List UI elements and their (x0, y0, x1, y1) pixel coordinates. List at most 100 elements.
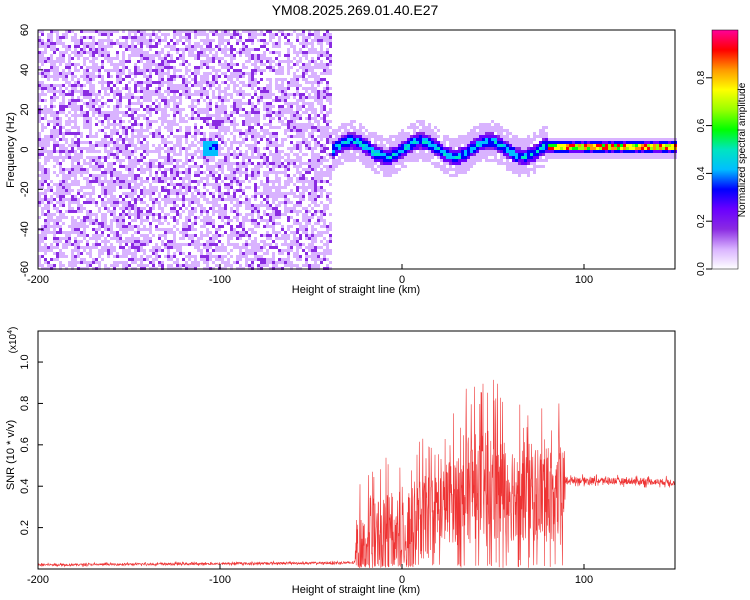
spectrogram-cell (218, 144, 221, 147)
spectrogram-cell (275, 96, 278, 99)
spectrogram-cell (308, 264, 311, 267)
spectrogram-cell (125, 231, 128, 234)
spectrogram-cell (188, 186, 191, 189)
spectrogram-cell (173, 252, 176, 255)
spectrogram-cell (122, 207, 125, 210)
spectrogram-cell (260, 72, 263, 75)
spectrogram-cell (197, 33, 200, 36)
spectrogram-cell (221, 162, 224, 165)
spectrogram-cell (203, 72, 206, 75)
spectrogram-cell (68, 93, 71, 96)
spectrogram-cell (44, 231, 47, 234)
spectrogram-cell (215, 186, 218, 189)
spectrogram-cell (317, 141, 320, 144)
spectrogram-cell (137, 249, 140, 252)
spectrogram-cell (113, 114, 116, 117)
spectrogram-cell (158, 30, 161, 33)
spectrogram-cell (254, 183, 257, 186)
spectrogram-cell (302, 132, 305, 135)
spectrogram-cell (302, 228, 305, 231)
spectrogram-cell (260, 99, 263, 102)
spectrogram-cell (173, 114, 176, 117)
spectrogram-cell (173, 36, 176, 39)
spectrogram-cell (164, 189, 167, 192)
spectrogram-cell (179, 243, 182, 246)
spectrogram-cell (185, 192, 188, 195)
spectrogram-cell (59, 162, 62, 165)
spectrogram-cell (212, 144, 215, 147)
spectrogram-cell (215, 144, 218, 147)
spectrogram-cell (128, 141, 131, 144)
spectrogram-cell (287, 51, 290, 54)
spectrogram-cell (239, 114, 242, 117)
spectrogram-cell (239, 255, 242, 258)
spectrogram-cell (134, 240, 137, 243)
spectrogram-cell (287, 93, 290, 96)
spectrogram-cell (182, 204, 185, 207)
spectrogram-cell (287, 135, 290, 138)
spectrogram-cell (272, 45, 275, 48)
spectrogram-cell (95, 144, 98, 147)
spectrogram-cell (149, 39, 152, 42)
spectrogram-cell (161, 228, 164, 231)
spectrogram-cell (257, 249, 260, 252)
spectrogram-cell (95, 243, 98, 246)
spectrogram-cell (86, 168, 89, 171)
spectrogram-cell (308, 183, 311, 186)
spectrogram-cell (281, 120, 284, 123)
spectrogram-cell (74, 117, 77, 120)
spectrogram-cell (86, 114, 89, 117)
spectrogram-cell (110, 117, 113, 120)
spectrogram-cell (119, 159, 122, 162)
spectrogram-cell (242, 66, 245, 69)
spectrogram-cell (323, 219, 326, 222)
spectrogram-cell (308, 108, 311, 111)
spectrogram-cell (80, 219, 83, 222)
spectrogram-cell (251, 102, 254, 105)
spectrogram-cell (179, 159, 182, 162)
spectrogram-cell (53, 123, 56, 126)
spectrogram-cell (203, 60, 206, 63)
spectrogram-cell (314, 108, 317, 111)
spectrogram-cell (116, 216, 119, 219)
spectrogram-cell (167, 72, 170, 75)
spectrogram-cell (326, 51, 329, 54)
spectrogram-cell (248, 72, 251, 75)
spectrogram-cell (131, 189, 134, 192)
spectrogram-cell (134, 156, 137, 159)
spectrogram-cell (173, 147, 176, 150)
spectrogram-cell (242, 138, 245, 141)
spectrogram-cell (179, 102, 182, 105)
spectrogram-cell (107, 240, 110, 243)
spectrogram-cell (158, 87, 161, 90)
spectrogram-cell (230, 96, 233, 99)
spectrogram-cell (113, 120, 116, 123)
spectrogram-cell (233, 198, 236, 201)
spectrogram-cell (167, 78, 170, 81)
spectrogram-cell (167, 252, 170, 255)
spectrogram-cell (131, 213, 134, 216)
spectrogram-cell (125, 105, 128, 108)
spectrogram-cell (314, 75, 317, 78)
spectrogram-cell (149, 81, 152, 84)
spectrogram-cell (317, 189, 320, 192)
spectrogram-cell (302, 36, 305, 39)
spectrogram-cell (320, 111, 323, 114)
spectrogram-cell (164, 90, 167, 93)
spectrogram-cell (194, 123, 197, 126)
spectrogram-cell (161, 75, 164, 78)
spectrogram-cell (92, 87, 95, 90)
spectrogram-cell (302, 75, 305, 78)
spectrogram-cell (68, 123, 71, 126)
spectrogram-cell (65, 243, 68, 246)
spectrogram-cell (164, 36, 167, 39)
spectrogram-cell (251, 144, 254, 147)
spectrogram-cell (212, 177, 215, 180)
spectrogram-cell (317, 252, 320, 255)
spectrogram-cell (224, 261, 227, 264)
spectrogram-cell (233, 204, 236, 207)
spectrogram-cell (119, 183, 122, 186)
spectrogram-cell (305, 219, 308, 222)
spectrogram-cell (116, 57, 119, 60)
spectrogram-cell (107, 189, 110, 192)
